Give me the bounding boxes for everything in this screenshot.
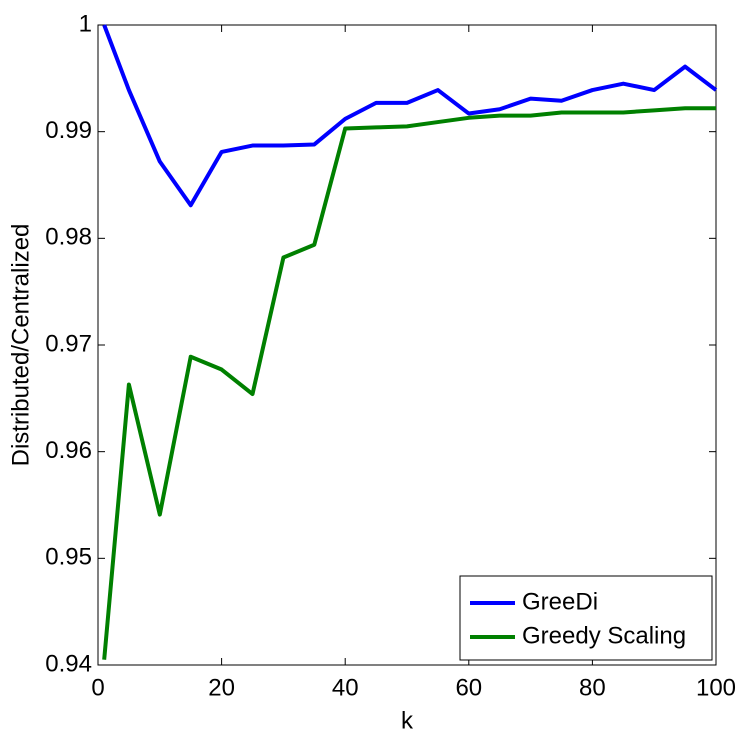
- y-axis-label: Distributed/Centralized: [7, 224, 34, 467]
- y-tick-label: 0.95: [45, 544, 92, 571]
- y-tick-label: 0.97: [45, 330, 92, 357]
- legend-label: Greedy Scaling: [522, 622, 686, 649]
- y-tick-label: 0.99: [45, 117, 92, 144]
- y-tick-label: 0.94: [45, 650, 92, 677]
- x-tick-label: 40: [332, 674, 359, 701]
- x-axis-label: k: [401, 707, 414, 734]
- series-line: [102, 24, 718, 208]
- y-tick-label: 1: [79, 10, 92, 37]
- x-tick-label: 20: [208, 674, 235, 701]
- x-tick-label: 80: [579, 674, 606, 701]
- y-tick-label: 0.96: [45, 437, 92, 464]
- legend-box: [459, 575, 713, 661]
- series-line: [102, 106, 716, 660]
- y-tick-label: 0.98: [45, 224, 92, 251]
- x-tick-label: 100: [696, 674, 736, 701]
- x-tick-label: 0: [91, 674, 104, 701]
- x-tick-label: 60: [455, 674, 482, 701]
- legend-label: GreeDi: [522, 588, 598, 615]
